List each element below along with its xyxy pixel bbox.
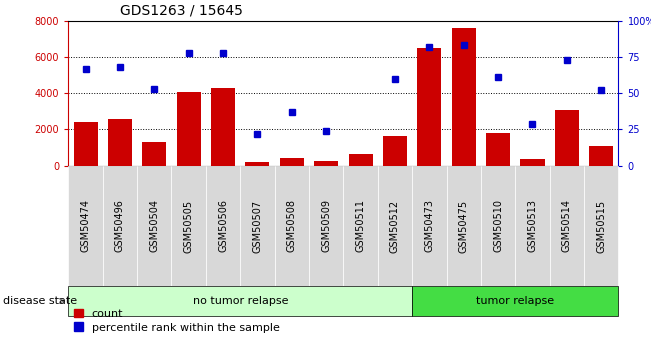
Text: no tumor relapse: no tumor relapse [193,296,288,306]
Bar [417,48,441,166]
Text: GSM50511: GSM50511 [355,199,366,253]
Bar [176,92,201,166]
Text: GSM50507: GSM50507 [253,199,262,253]
Bar [383,136,407,166]
Text: GSM50496: GSM50496 [115,199,125,253]
Bar [108,119,132,166]
Text: GSM50508: GSM50508 [287,199,297,253]
Bar [348,154,372,166]
Bar [520,159,544,166]
Text: GSM50473: GSM50473 [424,199,434,253]
Text: GSM50506: GSM50506 [218,199,228,253]
Text: GSM50510: GSM50510 [493,199,503,253]
Text: GSM50505: GSM50505 [184,199,194,253]
Bar [555,110,579,166]
Text: GDS1263 / 15645: GDS1263 / 15645 [120,3,243,17]
Text: GSM50513: GSM50513 [527,199,538,253]
Bar [589,146,613,166]
Legend: count, percentile rank within the sample: count, percentile rank within the sample [74,309,279,333]
Bar [486,133,510,166]
Text: tumor relapse: tumor relapse [477,296,555,306]
Bar [74,122,98,166]
Text: GSM50514: GSM50514 [562,199,572,253]
Text: GSM50509: GSM50509 [321,199,331,253]
Text: GSM50474: GSM50474 [81,199,90,253]
Bar [211,88,235,166]
Bar [452,28,476,166]
Text: GSM50504: GSM50504 [149,199,159,253]
Bar [314,161,339,166]
Text: GSM50512: GSM50512 [390,199,400,253]
Text: GSM50515: GSM50515 [596,199,606,253]
Text: GSM50475: GSM50475 [459,199,469,253]
Bar [143,142,167,166]
Bar [245,162,270,166]
Bar [280,158,304,166]
Text: disease state: disease state [3,296,77,306]
